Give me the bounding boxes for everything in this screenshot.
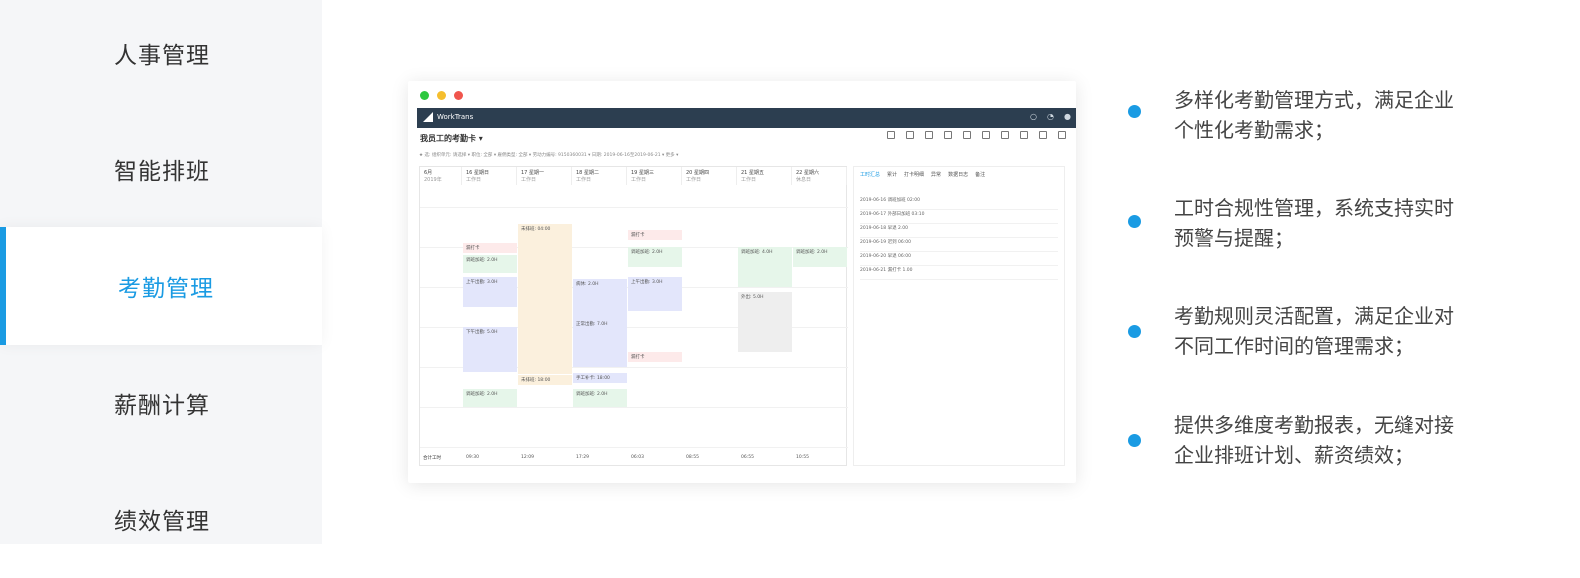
total-value: 09:30 (466, 455, 479, 460)
day-header: 22 星期六 休息日 (792, 167, 847, 185)
time-block[interactable]: 漏打卡 (463, 243, 517, 253)
toolbar-icon (1039, 131, 1047, 139)
panel-tab[interactable]: 异常 (931, 172, 942, 178)
total-value: 10:55 (796, 455, 809, 460)
total-value: 17:29 (576, 455, 589, 460)
filter-bar: ★ 选: 组织单元: 请选择 ▾ 职位: 全部 ▾ 雇佣类型: 全部 ▾ 劳动力… (419, 153, 679, 158)
header-actions: ○ ◔ ● (1030, 112, 1071, 121)
time-block[interactable]: 病休: 2.0H (573, 279, 627, 319)
tab-smart-scheduling[interactable]: 智能排班 (0, 110, 322, 228)
bell-icon: ◔ (1047, 112, 1055, 121)
tab-payroll[interactable]: 薪酬计算 (0, 344, 322, 462)
table-row: 2019-06-17 外部日加班 03:10 (860, 211, 1058, 224)
bullet-icon (1128, 215, 1141, 228)
bullet-icon (1128, 325, 1141, 338)
day-header: 18 星期二 工作日 (572, 167, 627, 185)
feature-text: 提供多维度考勤报表，无缝对接企业排班计划、薪资绩效； (1174, 413, 1454, 467)
window-controls (420, 91, 463, 100)
time-block[interactable]: 调班加班: 2.0H (463, 389, 517, 407)
toolbar: 我员工的考勤卡 ▾ (417, 131, 1072, 147)
tab-label: 智能排班 (114, 159, 210, 185)
panel-tabs: 工时汇总 累计 打卡明细 异常 数据日志 备注 (860, 171, 985, 178)
toolbar-icon (982, 131, 990, 139)
summary-panel: 工时汇总 累计 打卡明细 异常 数据日志 备注 2019-06-16 调班加班 … (853, 166, 1065, 466)
feature-text: 考勤规则灵活配置，满足企业对不同工作时间的管理需求； (1174, 304, 1454, 358)
panel-tab[interactable]: 工时汇总 (860, 172, 881, 178)
red-dot-icon (454, 91, 463, 100)
tab-label: 人事管理 (114, 43, 210, 69)
table-row: 2019-06-19 迟到 06:00 (860, 239, 1058, 252)
timecard-grid: 6月 2019年 16 星期日 工作日 17 星期一 工作日 18 星期二 工作日 19… (419, 166, 848, 466)
panel-tab[interactable]: 打卡明细 (904, 172, 925, 178)
time-block[interactable]: 调班加班: 4.0H (738, 247, 792, 287)
tab-label: 绩效管理 (114, 509, 210, 535)
feature-text: 多样化考勤管理方式，满足企业个性化考勤需求； (1174, 88, 1454, 142)
day-header: 17 星期一 工作日 (517, 167, 572, 185)
tab-attendance-management[interactable]: 考勤管理 (0, 227, 322, 345)
table-row: 2019-06-20 早退 06:00 (860, 253, 1058, 266)
total-value: 06:55 (741, 455, 754, 460)
tab-performance[interactable]: 绩效管理 (0, 460, 322, 578)
day-header: 6月 2019年 (420, 167, 462, 185)
tab-hr-management[interactable]: 人事管理 (0, 0, 322, 112)
toolbar-icon (1058, 131, 1066, 139)
bullet-icon (1128, 105, 1141, 118)
tab-label: 薪酬计算 (114, 393, 210, 419)
time-block[interactable]: 调班加班: 2.0H (573, 389, 627, 407)
yellow-dot-icon (437, 91, 446, 100)
toolbar-icons (887, 131, 1066, 139)
table-row: 2019-06-16 调班加班 02:00 (860, 197, 1058, 210)
day-header: 20 星期四 工作日 (682, 167, 737, 185)
feature-text: 工时合规性管理，系统支持实时预警与提醒； (1174, 196, 1454, 250)
toolbar-icon (1001, 131, 1009, 139)
total-value: 06:03 (631, 455, 644, 460)
time-block[interactable]: 漏打卡 (628, 230, 682, 240)
panel-tab[interactable]: 数据日志 (948, 172, 969, 178)
time-block[interactable]: 调班加班: 2.0H (463, 255, 517, 273)
toolbar-icon (1020, 131, 1028, 139)
day-header: 19 星期三 工作日 (627, 167, 682, 185)
time-block[interactable]: 漏打卡 (628, 352, 682, 362)
logo-icon (423, 112, 433, 122)
toolbar-icon (944, 131, 952, 139)
toolbar-icon (963, 131, 971, 139)
total-label: 合计工时 (423, 456, 441, 461)
time-block[interactable]: 上午出勤: 3.0H (628, 277, 682, 311)
time-block[interactable]: 手工补卡: 18:00 (573, 373, 627, 383)
app-header: WorkTrans ○ ◔ ● (417, 108, 1076, 128)
panel-tab[interactable]: 累计 (887, 172, 898, 178)
time-block[interactable]: 未排班: 04:00 (518, 224, 572, 374)
bullet-icon (1128, 434, 1141, 447)
time-block[interactable]: 外出: 5.0H (738, 292, 792, 352)
product-screenshot: WorkTrans ○ ◔ ● 我员工的考勤卡 ▾ ★ 选: 组织单元: 请选择… (408, 81, 1076, 483)
time-block[interactable]: 未排班: 18:00 (518, 375, 572, 385)
time-block[interactable]: 调班加班: 2.0H (793, 247, 847, 267)
toolbar-icon (925, 131, 933, 139)
table-row: 2019-06-21 漏打卡 1.00 (860, 267, 1058, 280)
day-header: 16 星期日 工作日 (462, 167, 517, 185)
brand-name: WorkTrans (437, 113, 474, 121)
time-block[interactable]: 上午出勤: 3.0H (463, 277, 517, 307)
module-sidebar: 人事管理 智能排班 考勤管理 薪酬计算 绩效管理 (0, 0, 322, 544)
tab-label: 考勤管理 (118, 276, 214, 302)
avatar: ● (1064, 112, 1071, 121)
time-block[interactable]: 调班加班: 2.0H (628, 247, 682, 267)
toolbar-icon (906, 131, 914, 139)
toolbar-icon (887, 131, 895, 139)
page-title: 我员工的考勤卡 ▾ (420, 134, 483, 143)
active-indicator (0, 227, 6, 345)
total-value: 08:55 (686, 455, 699, 460)
panel-tab[interactable]: 备注 (975, 172, 986, 178)
table-row: 2019-06-18 早退 2.00 (860, 225, 1058, 238)
total-value: 12:09 (521, 455, 534, 460)
search-icon: ○ (1030, 112, 1038, 121)
time-block[interactable]: 正常出勤: 7.0H (573, 319, 627, 367)
green-dot-icon (420, 91, 429, 100)
app-brand: WorkTrans (423, 112, 473, 122)
day-header: 21 星期五 工作日 (737, 167, 792, 185)
time-block[interactable]: 下午出勤: 5.0H (463, 327, 517, 372)
